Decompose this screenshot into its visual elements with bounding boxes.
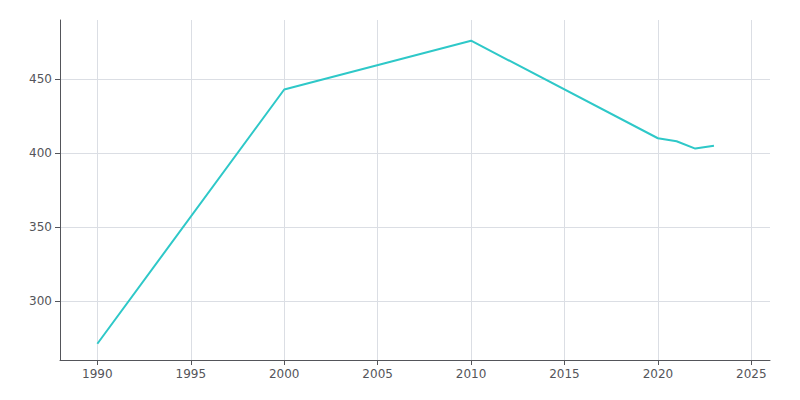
svg-text:2025: 2025 xyxy=(736,367,767,381)
svg-text:400: 400 xyxy=(29,146,52,160)
svg-text:2005: 2005 xyxy=(362,367,393,381)
svg-text:2015: 2015 xyxy=(549,367,580,381)
svg-text:2010: 2010 xyxy=(456,367,487,381)
svg-text:300: 300 xyxy=(29,294,52,308)
svg-text:350: 350 xyxy=(29,220,52,234)
svg-text:450: 450 xyxy=(29,72,52,86)
svg-text:1995: 1995 xyxy=(176,367,207,381)
svg-text:2020: 2020 xyxy=(643,367,674,381)
svg-text:1990: 1990 xyxy=(82,367,113,381)
svg-text:2000: 2000 xyxy=(269,367,300,381)
